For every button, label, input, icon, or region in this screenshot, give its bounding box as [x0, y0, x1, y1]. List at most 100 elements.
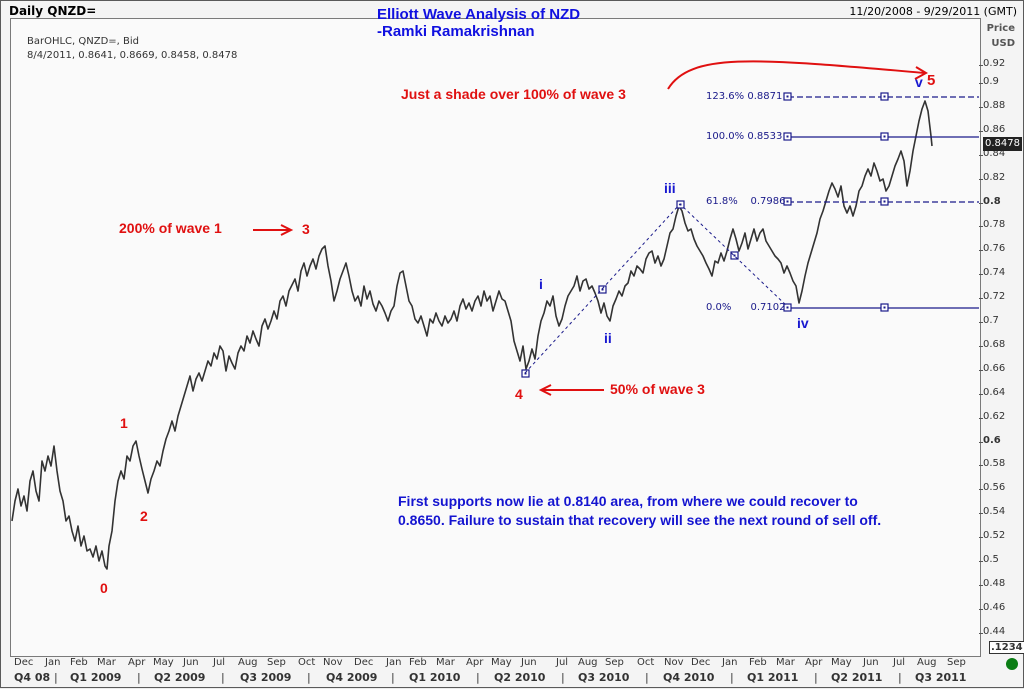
x-quarter: Q3 2009 — [240, 671, 292, 684]
series-info: BarOHLC, QNZD=, Bid — [27, 36, 140, 47]
x-quarter: Q1 2011 — [747, 671, 799, 684]
plot-area[interactable] — [10, 18, 981, 657]
wave-label-iii: iii — [664, 180, 676, 196]
y-tick: 0.52 — [978, 530, 1006, 541]
chart-header-title: Daily QNZD= — [9, 4, 97, 18]
quarter-separator: | — [730, 671, 734, 684]
x-quarter: Q4 2009 — [326, 671, 378, 684]
commentary: First supports now lie at 0.8140 area, f… — [398, 492, 881, 530]
x-month: Aug — [578, 657, 598, 668]
y-tick: 0.86 — [978, 124, 1006, 135]
x-month: Mar — [436, 657, 455, 668]
x-quarter: Q4 2010 — [663, 671, 715, 684]
x-month: Mar — [776, 657, 795, 668]
fib-trend-line — [524, 203, 789, 374]
y-tick: 0.6 — [979, 435, 1001, 446]
ohlc-values: 8/4/2011, 0.8641, 0.8669, 0.8458, 0.8478 — [27, 50, 238, 61]
x-month: May — [491, 657, 512, 668]
x-month: Apr — [805, 657, 823, 668]
y-tick: 0.76 — [978, 243, 1006, 254]
quarter-separator: | — [645, 671, 649, 684]
x-month: Nov — [323, 657, 343, 668]
y-tick: 0.54 — [978, 506, 1006, 517]
y-tick: 0.58 — [978, 458, 1006, 469]
chart-title: Elliott Wave Analysis of NZD — [377, 6, 581, 23]
y-tick: 0.62 — [978, 411, 1006, 422]
y-tick: 0.46 — [978, 602, 1006, 613]
x-quarter: Q3 2010 — [578, 671, 630, 684]
x-month: Jan — [722, 657, 738, 668]
status-indicator-icon — [1006, 658, 1018, 670]
y-tick: 0.88 — [978, 100, 1006, 111]
fib-label-0: 0.0% 0.7102 — [706, 302, 786, 313]
commentary-line-1: First supports now lie at 0.8140 area, f… — [398, 493, 858, 509]
price-series — [11, 100, 933, 570]
y-axis-label-price: Price — [986, 23, 1015, 34]
x-month: Jun — [521, 657, 537, 668]
x-month: Feb — [70, 657, 88, 668]
x-month: Oct — [637, 657, 655, 668]
y-tick: 0.68 — [978, 339, 1006, 350]
wave-label-i: i — [539, 276, 543, 292]
wave-label-ii: ii — [604, 330, 612, 346]
decimal-format-button[interactable]: .1234 — [989, 641, 1024, 654]
quarter-separator: | — [561, 671, 565, 684]
x-month: Sep — [267, 657, 286, 668]
chart-author: -Ramki Ramakrishnan — [377, 23, 535, 40]
y-tick: 0.74 — [978, 267, 1006, 278]
x-month: Apr — [128, 657, 146, 668]
y-tick: 0.48 — [978, 578, 1006, 589]
x-month: May — [831, 657, 852, 668]
quarter-separator: | — [54, 671, 58, 684]
y-tick: 0.44 — [978, 626, 1006, 637]
x-month: Jul — [213, 657, 226, 668]
x-month: Sep — [947, 657, 966, 668]
quarter-separator: | — [898, 671, 902, 684]
quarter-separator: | — [221, 671, 225, 684]
note-50-wave3: 50% of wave 3 — [610, 381, 705, 397]
x-month: Jun — [863, 657, 879, 668]
y-tick: 0.7 — [979, 315, 999, 326]
wave-label-4: 4 — [515, 386, 523, 402]
x-month: Dec — [14, 657, 34, 668]
quarter-separator: | — [476, 671, 480, 684]
wave-label-5: 5 — [927, 72, 936, 89]
wave-label-3: 3 — [302, 221, 310, 237]
wave-label-1: 1 — [120, 415, 128, 431]
x-month: Nov — [664, 657, 684, 668]
y-axis-label: Price USD — [987, 21, 1015, 51]
wave-label-iv: iv — [797, 315, 809, 331]
y-tick: 0.5 — [979, 554, 999, 565]
y-tick: 0.82 — [978, 172, 1006, 183]
x-month: Dec — [691, 657, 711, 668]
x-quarter: Q2 2010 — [494, 671, 546, 684]
x-month: Jan — [386, 657, 402, 668]
quarter-separator: | — [391, 671, 395, 684]
x-month: Sep — [605, 657, 624, 668]
commentary-line-2: 0.8650. Failure to sustain that recovery… — [398, 512, 882, 528]
x-month: Dec — [354, 657, 374, 668]
x-quarter: Q2 2009 — [154, 671, 206, 684]
arrow-wave5 — [667, 60, 926, 90]
x-month: Oct — [298, 657, 316, 668]
x-month: Jun — [183, 657, 199, 668]
y-tick: 0.9 — [979, 76, 999, 87]
y-tick: 0.56 — [978, 482, 1006, 493]
x-month: Jan — [45, 657, 61, 668]
note-100-wave3: Just a shade over 100% of wave 3 — [401, 86, 626, 102]
y-tick: 0.8 — [979, 196, 1001, 207]
x-quarter: Q4 08 — [14, 671, 51, 684]
x-quarter: Q2 2011 — [831, 671, 883, 684]
x-quarter: Q1 2009 — [70, 671, 122, 684]
wave-label-2: 2 — [140, 508, 148, 524]
x-month: Feb — [749, 657, 767, 668]
fib-label-100: 100.0% 0.8533 — [706, 131, 783, 142]
x-month: Aug — [238, 657, 258, 668]
x-quarter: Q3 2011 — [915, 671, 967, 684]
quarter-separator: | — [814, 671, 818, 684]
date-range: 11/20/2008 - 9/29/2011 (GMT) — [849, 5, 1017, 18]
last-price-badge: 0.8478 — [983, 137, 1022, 151]
y-axis-label-currency: USD — [991, 38, 1015, 49]
